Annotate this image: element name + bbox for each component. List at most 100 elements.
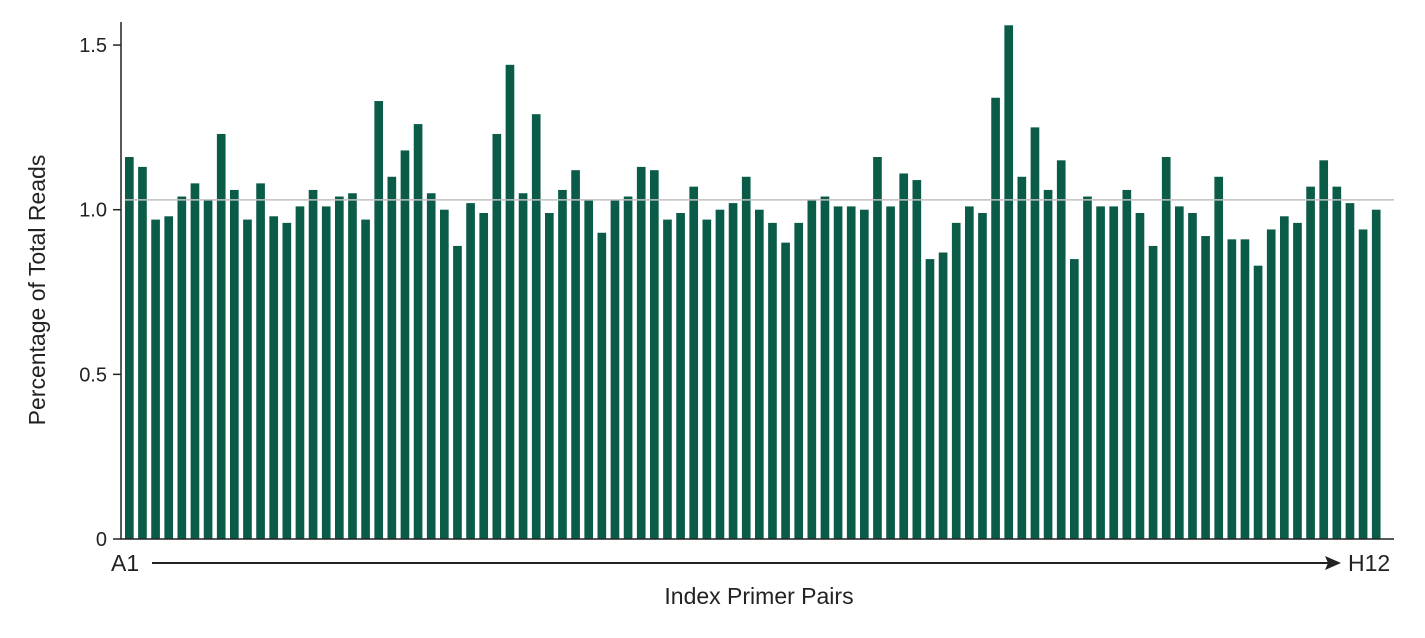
bar-63 [938, 252, 948, 539]
bar-40 [636, 166, 646, 539]
y-ticks: 0 0.5 1.0 1.5 [79, 35, 121, 551]
bar-54 [820, 196, 830, 539]
bar-74 [1083, 196, 1092, 539]
bar-12 [269, 216, 279, 540]
bar-1 [125, 157, 134, 539]
bar-30 [505, 64, 515, 539]
bar-24 [426, 193, 436, 540]
x-end-label: H12 [1348, 550, 1390, 576]
bar-8 [216, 133, 226, 539]
bar-34 [558, 189, 567, 539]
bar-65 [965, 206, 974, 539]
bar-93 [1332, 186, 1342, 539]
bar-69 [1017, 176, 1027, 539]
bar-73 [1070, 259, 1079, 539]
bar-44 [689, 186, 699, 539]
bar-45 [702, 219, 712, 539]
bar-7 [203, 199, 213, 539]
bar-95 [1358, 229, 1368, 539]
bar-92 [1319, 160, 1329, 539]
bar-66 [978, 212, 987, 540]
y-tick-label: 1.0 [79, 200, 107, 222]
bar-81 [1175, 206, 1184, 539]
y-axis: 0 0.5 1.0 1.5 [79, 22, 122, 551]
bar-42 [663, 219, 672, 539]
x-start-label: A1 [111, 550, 139, 576]
bar-57 [860, 209, 869, 539]
bar-16 [321, 206, 331, 539]
bar-4 [164, 216, 174, 540]
bar-17 [335, 196, 344, 539]
bar-36 [584, 199, 594, 539]
bar-26 [453, 245, 462, 540]
y-tick-label: 1.5 [79, 35, 107, 57]
bar-53 [807, 199, 817, 539]
bar-96 [1371, 209, 1381, 539]
bar-51 [781, 242, 790, 539]
bar-35 [571, 170, 580, 539]
bar-91 [1306, 186, 1315, 539]
bar-6 [190, 183, 200, 540]
bar-27 [466, 203, 475, 540]
y-tick-label: 0 [96, 529, 107, 551]
bar-62 [925, 259, 935, 539]
bar-88 [1266, 229, 1276, 539]
y-axis-label: Percentage of Total Reads [24, 155, 50, 426]
bar-60 [899, 173, 909, 540]
bar-25 [440, 209, 449, 539]
bar-68 [1004, 25, 1014, 540]
bar-31 [518, 193, 528, 540]
bars-group [125, 25, 1381, 540]
bar-39 [623, 196, 633, 539]
bar-28 [479, 212, 489, 540]
bar-43 [676, 212, 685, 540]
bar-89 [1280, 216, 1289, 540]
bar-50 [768, 222, 777, 539]
bar-70 [1030, 127, 1040, 539]
bar-64 [951, 222, 961, 539]
bar-10 [243, 219, 252, 539]
bar-67 [991, 97, 1000, 540]
bar-84 [1214, 176, 1224, 539]
bar-13 [282, 222, 292, 539]
bar-22 [400, 150, 410, 539]
bar-9 [230, 189, 239, 539]
y-tick-label: 0.5 [79, 364, 107, 386]
bar-77 [1122, 189, 1132, 539]
bar-59 [886, 206, 895, 539]
bar-18 [348, 193, 357, 540]
bar-49 [755, 209, 764, 539]
bar-15 [308, 189, 318, 539]
bar-85 [1227, 239, 1237, 539]
bar-21 [387, 176, 397, 539]
bar-75 [1096, 206, 1105, 539]
bar-58 [873, 157, 882, 539]
bar-3 [151, 219, 160, 539]
bar-2 [138, 166, 147, 539]
bar-41 [650, 170, 659, 539]
bar-55 [833, 206, 843, 539]
bar-46 [715, 209, 725, 539]
bar-71 [1043, 189, 1053, 539]
bar-14 [295, 206, 305, 539]
bar-94 [1345, 203, 1355, 540]
bar-19 [361, 219, 370, 539]
bar-20 [374, 101, 384, 539]
x-axis-label: Index Primer Pairs [664, 583, 853, 609]
bar-61 [912, 180, 922, 539]
bar-33 [545, 212, 554, 540]
x-range-arrow-head [1325, 556, 1341, 570]
bar-38 [610, 199, 620, 539]
bar-48 [741, 176, 751, 539]
bar-37 [597, 232, 607, 539]
bar-83 [1201, 236, 1210, 540]
bar-32 [531, 114, 541, 539]
bar-79 [1148, 245, 1158, 540]
bar-72 [1056, 160, 1066, 539]
x-range-arrow [152, 556, 1341, 570]
bar-82 [1188, 212, 1197, 540]
bar-5 [177, 196, 187, 539]
bar-52 [794, 222, 804, 539]
bar-23 [413, 124, 423, 539]
bar-80 [1161, 157, 1171, 539]
